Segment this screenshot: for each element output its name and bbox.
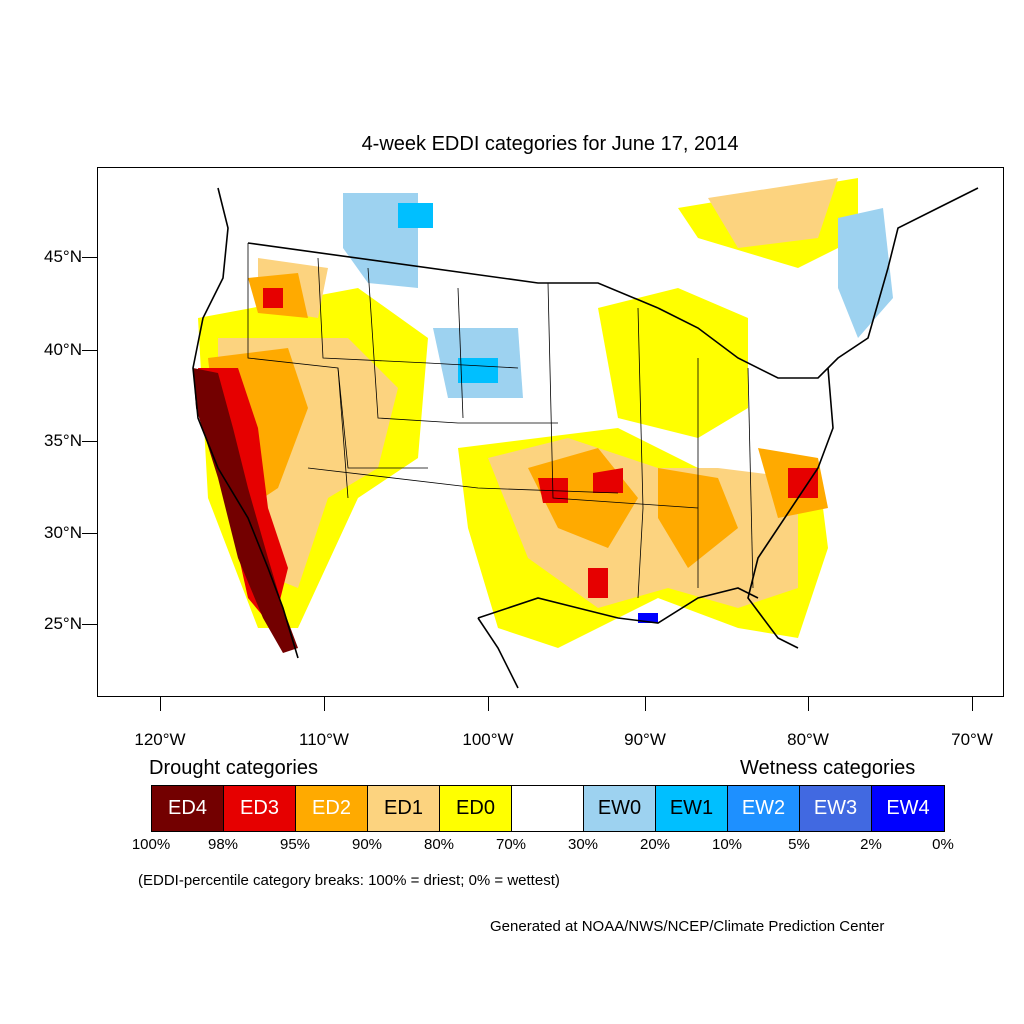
lon-tick [972, 697, 973, 711]
lat-tick [82, 350, 97, 351]
legend-swatch-ed1: ED1 [368, 786, 440, 831]
category-legend: ED4 ED3 ED2 ED1 ED0 EW0 EW1 EW2 EW3 EW4 [151, 785, 945, 832]
credit-line: Generated at NOAA/NWS/NCEP/Climate Predi… [490, 918, 885, 935]
lat-label-30: 30°N [44, 523, 82, 542]
eddi-map [97, 167, 1004, 697]
conus-map-svg [192, 178, 979, 689]
percentile-break-label: 98% [207, 836, 239, 853]
lon-label-90: 90°W [624, 730, 666, 749]
lon-label-100: 100°W [462, 730, 514, 749]
legend-swatch-ed4: ED4 [152, 786, 224, 831]
lat-label-35: 35°N [44, 431, 82, 450]
lat-tick [82, 441, 97, 442]
percentile-break-label: 0% [932, 836, 954, 853]
category-breaks-note: (EDDI-percentile category breaks: 100% =… [138, 872, 560, 889]
legend-swatch-ed2: ED2 [296, 786, 368, 831]
legend-swatch-neutral [512, 786, 584, 831]
lon-label-120: 120°W [134, 730, 186, 749]
percentile-break-label: 10% [711, 836, 743, 853]
legend-swatch-ew0: EW0 [584, 786, 656, 831]
percentile-break-label: 90% [351, 836, 383, 853]
legend-swatch-ed3: ED3 [224, 786, 296, 831]
lon-tick [808, 697, 809, 711]
lat-label-40: 40°N [44, 340, 82, 359]
lat-label-45: 45°N [44, 247, 82, 266]
legend-swatch-ed0: ED0 [440, 786, 512, 831]
legend-swatch-ew4: EW4 [872, 786, 944, 831]
lon-label-110: 110°W [299, 730, 349, 749]
lat-label-25: 25°N [44, 614, 82, 633]
lat-tick [82, 257, 97, 258]
lon-tick [645, 697, 646, 711]
wetness-categories-title: Wetness categories [740, 757, 916, 779]
percentile-break-label: 30% [567, 836, 599, 853]
drought-categories-title: Drought categories [149, 757, 318, 779]
category-shading [193, 178, 893, 653]
percentile-break-label: 100% [131, 836, 171, 853]
coastlines [192, 187, 979, 689]
map-title: 4-week EDDI categories for June 17, 2014 [361, 133, 739, 155]
legend-swatch-ew1: EW1 [656, 786, 728, 831]
lon-tick [160, 697, 161, 711]
percentile-break-label: 95% [279, 836, 311, 853]
percentile-break-label: 70% [495, 836, 527, 853]
legend-swatch-ew3: EW3 [800, 786, 872, 831]
lon-tick [324, 697, 325, 711]
legend-swatch-ew2: EW2 [728, 786, 800, 831]
percentile-break-label: 2% [860, 836, 882, 853]
state-borders [247, 243, 754, 599]
lat-tick [82, 533, 97, 534]
percentile-break-label: 80% [423, 836, 455, 853]
lon-tick [488, 697, 489, 711]
lon-label-70: 70°W [951, 730, 993, 749]
lat-tick [82, 624, 97, 625]
lon-label-80: 80°W [787, 730, 829, 749]
percentile-break-label: 20% [639, 836, 671, 853]
percentile-break-label: 5% [788, 836, 810, 853]
